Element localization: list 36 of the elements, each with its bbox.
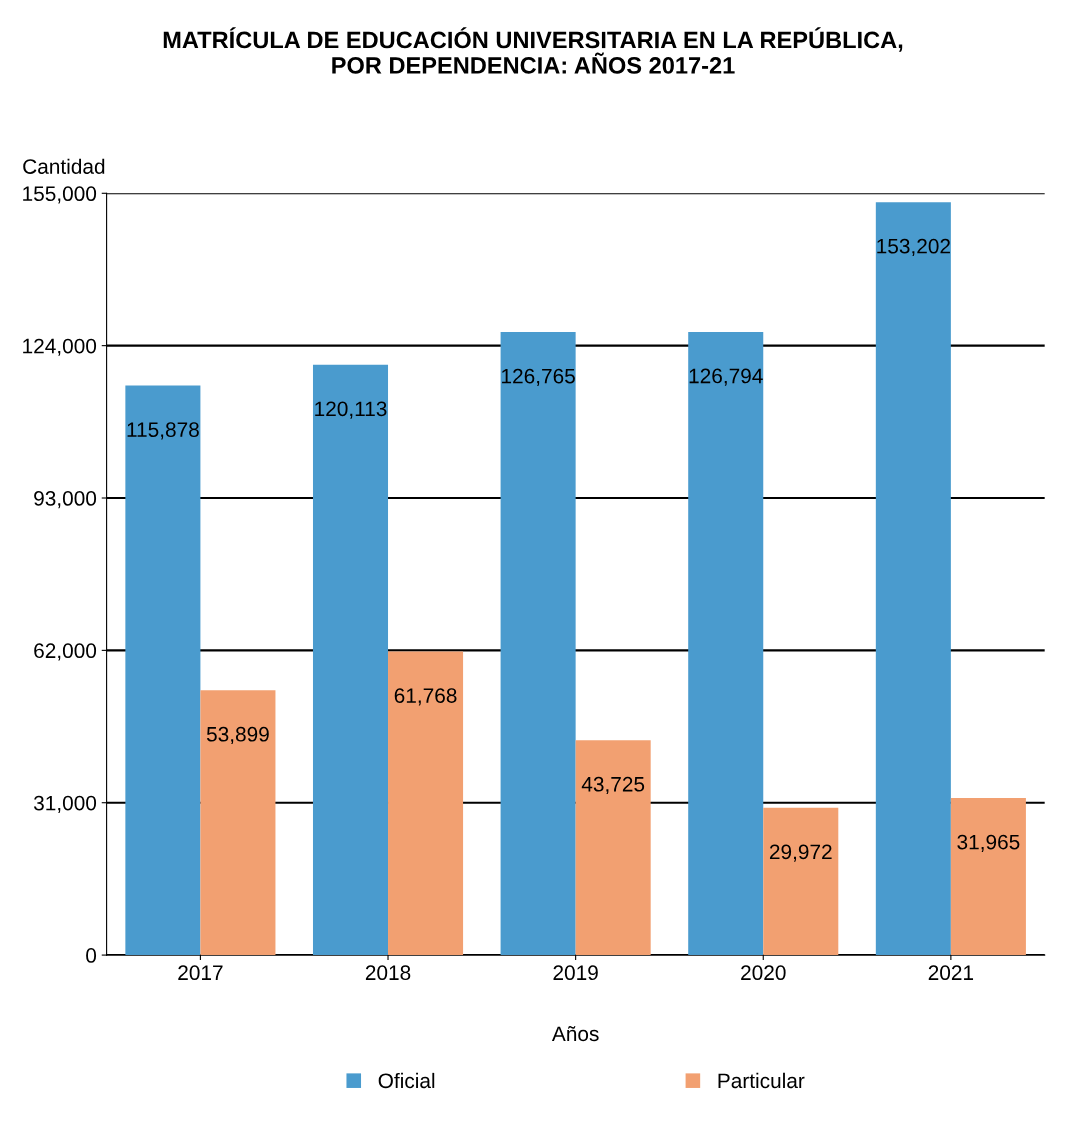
data-label: 126,794 — [689, 368, 763, 386]
data-label: 43,725 — [581, 776, 645, 795]
bar — [125, 385, 201, 956]
bar — [875, 202, 951, 956]
y-axis-title: Cantidad — [23, 158, 105, 174]
data-label: 126,765 — [502, 368, 575, 386]
x-tick-label: 2021 — [928, 965, 974, 981]
data-label: 29,972 — [769, 844, 832, 862]
bar — [388, 651, 464, 956]
x-tick-label: 2018 — [365, 965, 411, 981]
y-tick-label: 31,000 — [33, 795, 97, 813]
data-label: 115,878 — [127, 422, 199, 440]
bar — [688, 331, 764, 956]
x-tick-label: 2020 — [741, 965, 786, 981]
bar — [500, 332, 576, 956]
y-tick-label: 155,000 — [23, 186, 97, 204]
bar — [763, 807, 839, 956]
y-tick-label: 0 — [86, 948, 97, 963]
bar — [575, 740, 651, 956]
legend-label: Particular — [718, 1072, 805, 1089]
chart-title: MATRÍCULA DE EDUCACIÓN UNIVERSITARIA EN LA REPÚBLICA, POR DEPENDENCIA: AÑOS 2017-21 — [163, 27, 903, 74]
data-label: 61,768 — [394, 688, 457, 706]
bar — [200, 690, 276, 956]
x-tick-label: 2017 — [178, 965, 223, 981]
y-tick-label: 93,000 — [34, 491, 97, 509]
x-axis-title: Años — [551, 1026, 599, 1042]
data-label: 31,965 — [957, 834, 1020, 852]
x-tick-label: 2019 — [553, 965, 598, 981]
bar — [950, 797, 1026, 956]
bar — [312, 364, 389, 956]
data-label: 120,113 — [315, 401, 387, 419]
legend-label: Oficial — [378, 1072, 435, 1089]
data-label: 153,202 — [877, 238, 950, 257]
data-label: 53,899 — [206, 726, 269, 745]
y-tick-label: 62,000 — [34, 643, 97, 661]
y-tick-label: 124,000 — [23, 338, 97, 356]
